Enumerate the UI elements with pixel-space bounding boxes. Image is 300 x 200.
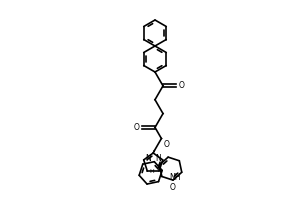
Text: O: O (179, 81, 185, 90)
Text: O: O (170, 183, 176, 192)
Text: O: O (133, 123, 139, 132)
Text: N: N (146, 154, 152, 163)
Text: N: N (155, 154, 161, 163)
Text: O: O (164, 140, 169, 149)
Text: H: H (149, 169, 154, 174)
Text: NH: NH (169, 173, 181, 182)
